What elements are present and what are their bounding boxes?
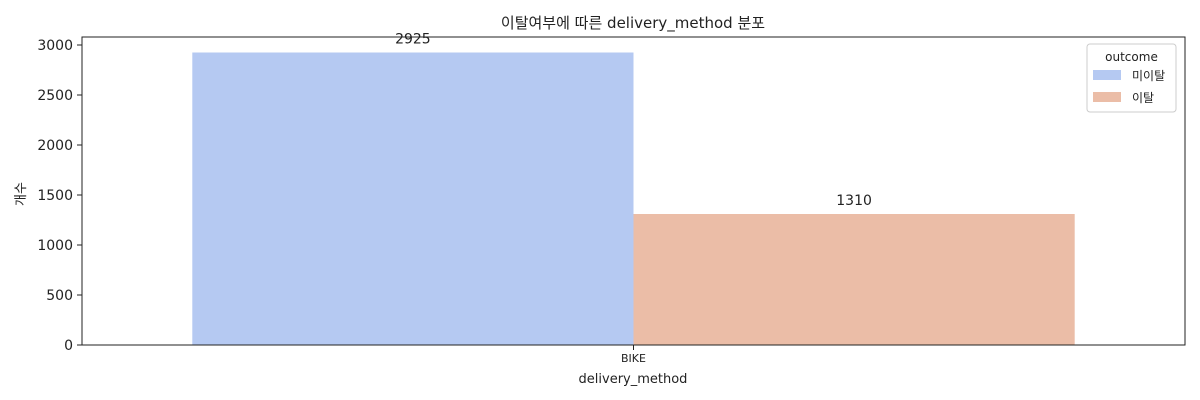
legend-swatch	[1093, 70, 1121, 80]
y-tick-label: 3000	[37, 38, 73, 54]
chart-title: 이탈여부에 따른 delivery_method 분포	[501, 14, 765, 33]
plot-area: 2925 1310 BIKE 0 500 1000 1500 2000 2500 3000	[37, 32, 1186, 365]
legend-label: 이탈	[1132, 91, 1154, 105]
x-axis-label: delivery_method	[579, 372, 688, 387]
y-tick-label: 2500	[37, 88, 73, 104]
y-tick-label: 1000	[37, 238, 73, 254]
y-tick-label: 0	[64, 338, 73, 354]
bar	[633, 214, 1075, 345]
legend-label: 미이탈	[1132, 69, 1165, 83]
y-axis-label: 개수	[14, 182, 29, 206]
y-tick-label: 500	[46, 288, 73, 304]
axes-frame	[81, 36, 1186, 346]
y-tick-label: 1500	[37, 188, 73, 204]
legend-swatch	[1093, 92, 1121, 102]
x-tick-label: BIKE	[621, 352, 646, 365]
bar-value-label: 1310	[836, 193, 872, 209]
y-tick-label: 2000	[37, 138, 73, 154]
legend-title: outcome	[1105, 50, 1158, 64]
bar-value-label: 2925	[395, 32, 431, 48]
bar	[192, 52, 634, 345]
